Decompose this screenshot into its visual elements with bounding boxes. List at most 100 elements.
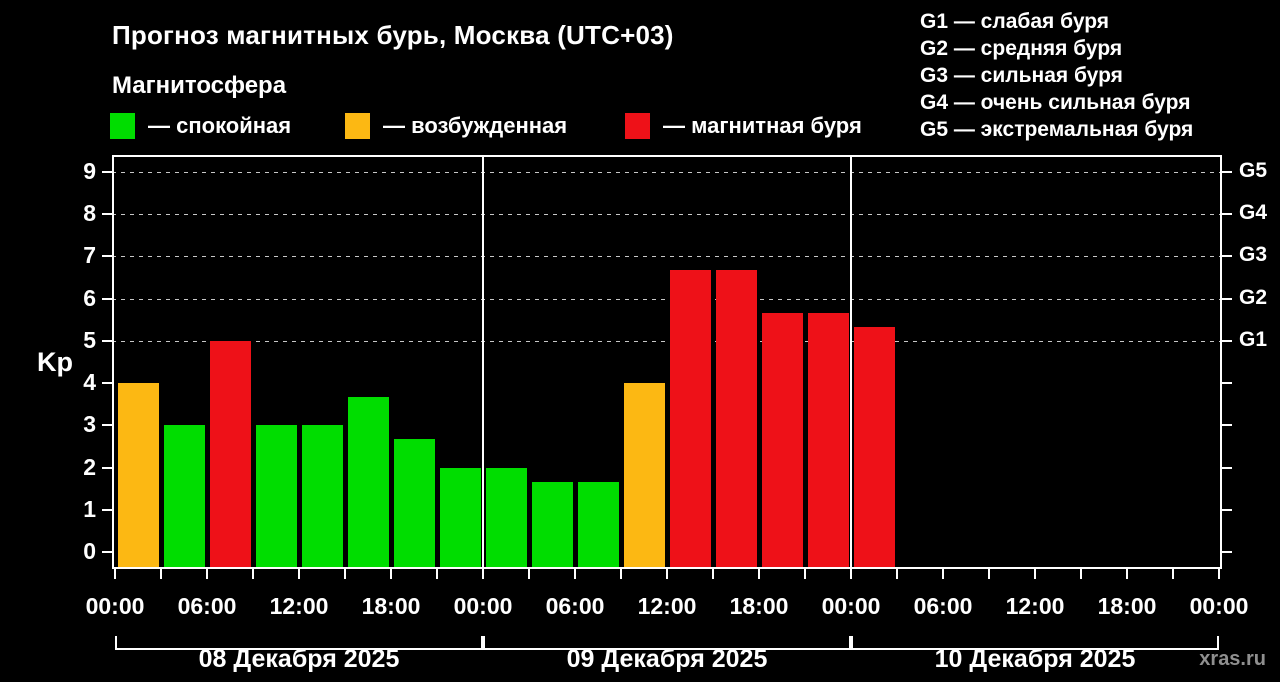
y-axis-label: Kp (37, 347, 73, 377)
kp-bar-day3-slot1-storm (853, 326, 895, 569)
right-axis-tick-9 (1222, 170, 1232, 173)
day-bracket-3 (851, 636, 1219, 650)
x-axis-tick-21 (1080, 569, 1082, 579)
kp-bar-day1-slot6-quiet (347, 397, 389, 569)
x-axis-tick-18 (942, 569, 944, 579)
gridline-kp-5 (112, 340, 1222, 342)
x-axis-tick-13 (712, 569, 714, 579)
legend-label-unsettled: — возбужденная (383, 113, 568, 138)
right-axis-label-g1: G1 (1239, 327, 1268, 351)
x-axis-tick-14 (758, 569, 760, 579)
gridline-kp-7 (112, 256, 1222, 258)
right-axis-tick-5 (1222, 339, 1232, 342)
right-axis-label-g3: G3 (1239, 243, 1268, 267)
kp-bar-day2-slot6-storm (715, 270, 757, 569)
x-axis-time-label-9: 06:00 (913, 593, 973, 619)
x-axis-tick-1 (160, 569, 162, 579)
storm-scale-row-g2: G2 — средняя буря (920, 37, 1123, 60)
gridline-kp-9 (112, 171, 1222, 173)
legend-swatch-unsettled-icon (345, 113, 370, 139)
x-axis-tick-2 (206, 569, 208, 579)
x-axis-time-label-10: 12:00 (1005, 593, 1065, 619)
legend-label-quiet: — спокойная (148, 113, 292, 138)
y-axis-tick-4 (102, 382, 112, 385)
day-bracket-1 (115, 636, 483, 650)
y-axis-tick-6 (102, 297, 112, 300)
y-axis-tick-label-1: 1 (83, 495, 96, 522)
x-axis-time-label-8: 00:00 (821, 593, 881, 619)
kp-bar-day2-slot3-quiet (577, 481, 619, 569)
x-axis-time-label-5: 06:00 (545, 593, 605, 619)
x-axis-tick-24 (1218, 569, 1220, 579)
kp-bar-day1-slot2-quiet (163, 425, 205, 569)
x-axis-time-label-6: 12:00 (637, 593, 697, 619)
storm-scale-row-g4: G4 — очень сильная буря (920, 91, 1191, 114)
x-axis-time-label-7: 18:00 (729, 593, 789, 619)
right-axis-tick-4 (1222, 382, 1232, 385)
y-axis-tick-label-9: 9 (83, 157, 96, 184)
right-axis-label-g2: G2 (1239, 285, 1268, 309)
y-axis-tick-5 (102, 339, 112, 342)
kp-bar-day1-slot3-storm (209, 340, 251, 569)
y-axis-tick-label-8: 8 (83, 200, 96, 227)
storm-scale-row-g1: G1 — слабая буря (920, 10, 1110, 33)
x-axis-tick-17 (896, 569, 898, 579)
gridline-kp-6 (112, 298, 1222, 300)
right-axis-label-g5: G5 (1239, 158, 1268, 182)
right-axis-tick-6 (1222, 297, 1232, 300)
x-axis-time-label-1: 06:00 (177, 593, 237, 619)
kp-bar-day1-slot7-quiet (393, 439, 435, 569)
right-axis-tick-1 (1222, 508, 1232, 511)
kp-bar-day2-slot4-unsettled (623, 383, 665, 569)
legend-label-storm: — магнитная буря (663, 113, 862, 138)
right-axis-tick-0 (1222, 551, 1232, 554)
day-separator-1 (482, 155, 484, 569)
x-axis-time-label-2: 12:00 (269, 593, 329, 619)
x-axis-tick-5 (344, 569, 346, 579)
x-axis-tick-0 (114, 569, 116, 579)
x-axis-tick-20 (1034, 569, 1036, 579)
date-label-day2: 09 Декабря 2025 (566, 645, 768, 673)
x-axis-tick-11 (620, 569, 622, 579)
legend-swatch-storm-icon (625, 113, 650, 139)
legend-item-quiet: — спокойная (110, 112, 291, 140)
kp-bar-day1-slot4-quiet (255, 425, 297, 569)
right-axis-tick-7 (1222, 255, 1232, 258)
y-axis-tick-8 (102, 213, 112, 216)
storm-scale-row-g3: G3 — сильная буря (920, 64, 1123, 87)
y-axis-tick-label-3: 3 (83, 411, 96, 438)
right-axis-tick-2 (1222, 466, 1232, 469)
legend-swatch-quiet-icon (110, 113, 135, 139)
y-axis-tick-label-5: 5 (83, 326, 96, 353)
x-axis-time-label-12: 00:00 (1189, 593, 1249, 619)
x-axis-tick-12 (666, 569, 668, 579)
kp-bar-day2-slot8-storm (807, 312, 849, 569)
kp-bar-day1-slot5-quiet (301, 425, 343, 569)
x-axis-tick-6 (390, 569, 392, 579)
day-separator-2 (850, 155, 852, 569)
x-axis-time-label-3: 18:00 (361, 593, 421, 619)
y-axis-tick-7 (102, 255, 112, 258)
date-label-day1: 08 Декабря 2025 (198, 645, 400, 673)
kp-bar-day2-slot7-storm (761, 312, 803, 569)
magnetosphere-label: Магнитосфера (112, 72, 287, 99)
y-axis-tick-label-4: 4 (83, 369, 96, 396)
x-axis-tick-3 (252, 569, 254, 579)
x-axis-time-label-4: 00:00 (453, 593, 513, 619)
kp-bar-day1-slot8-quiet (439, 467, 481, 569)
kp-bar-day2-slot2-quiet (531, 481, 573, 569)
x-axis-tick-8 (482, 569, 484, 579)
kp-bar-day2-slot1-quiet (485, 467, 527, 569)
y-axis-tick-label-2: 2 (83, 453, 96, 480)
x-axis-tick-19 (988, 569, 990, 579)
right-axis-tick-8 (1222, 213, 1232, 216)
watermark-link[interactable]: xras.ru (1199, 648, 1266, 670)
storm-scale-legend: G1 — слабая буря G2 — средняя буря G3 — си… (920, 8, 1193, 143)
y-axis-tick-label-7: 7 (83, 242, 96, 269)
y-axis-tick-label-0: 0 (83, 538, 96, 565)
y-axis-tick-3 (102, 424, 112, 427)
storm-scale-row-g5: G5 — экстремальная буря (920, 118, 1194, 141)
y-axis-tick-9 (102, 170, 112, 173)
y-axis-tick-1 (102, 508, 112, 511)
day-bracket-2 (483, 636, 851, 650)
